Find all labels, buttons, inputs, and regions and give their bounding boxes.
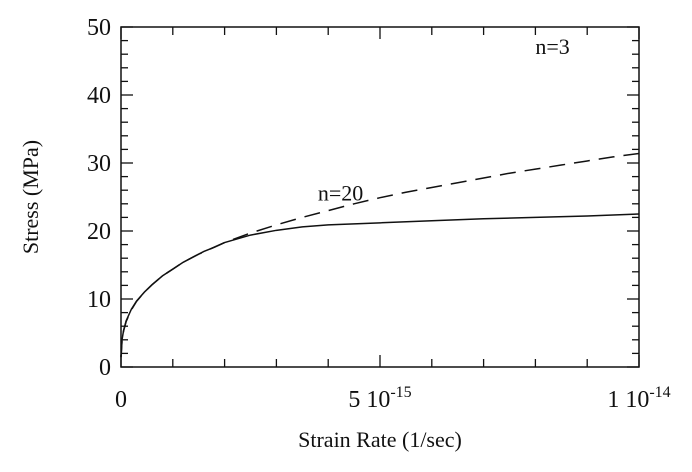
series-layer <box>120 152 640 358</box>
y-tick-label: 20 <box>87 219 111 245</box>
y-tick-label: 30 <box>87 151 111 177</box>
x-tick-label-exponent: -15 <box>390 384 411 401</box>
y-tick-label: 0 <box>99 355 111 381</box>
x-tick-label: 0 <box>115 387 127 413</box>
x-tick-label-exponent: -14 <box>649 384 670 401</box>
x-tick-label: 1 10-14 <box>607 384 670 413</box>
y-tick-label: 10 <box>87 287 111 313</box>
x-tick-label-base: 1 10 <box>607 387 649 413</box>
x-tick-label-base: 0 <box>115 387 127 413</box>
y-tick-label: 40 <box>87 83 111 109</box>
labels-layer: 0 10 20 30 40 50 0 5 10-15 1 10-14 n=3 n=20 <box>87 15 671 413</box>
series-line-n-20 <box>120 213 640 357</box>
series-line-n-3 <box>120 152 640 358</box>
y-tick-label: 50 <box>87 15 111 41</box>
series-label: n=3 <box>535 34 569 59</box>
y-axis-label: Stress (MPa) <box>18 140 43 254</box>
ticks-layer <box>120 26 640 368</box>
x-tick-label-base: 5 10 <box>348 387 390 413</box>
series-label: n=20 <box>318 180 363 205</box>
x-axis-label: Strain Rate (1/sec) <box>298 427 462 452</box>
x-tick-label: 5 10-15 <box>348 384 411 413</box>
